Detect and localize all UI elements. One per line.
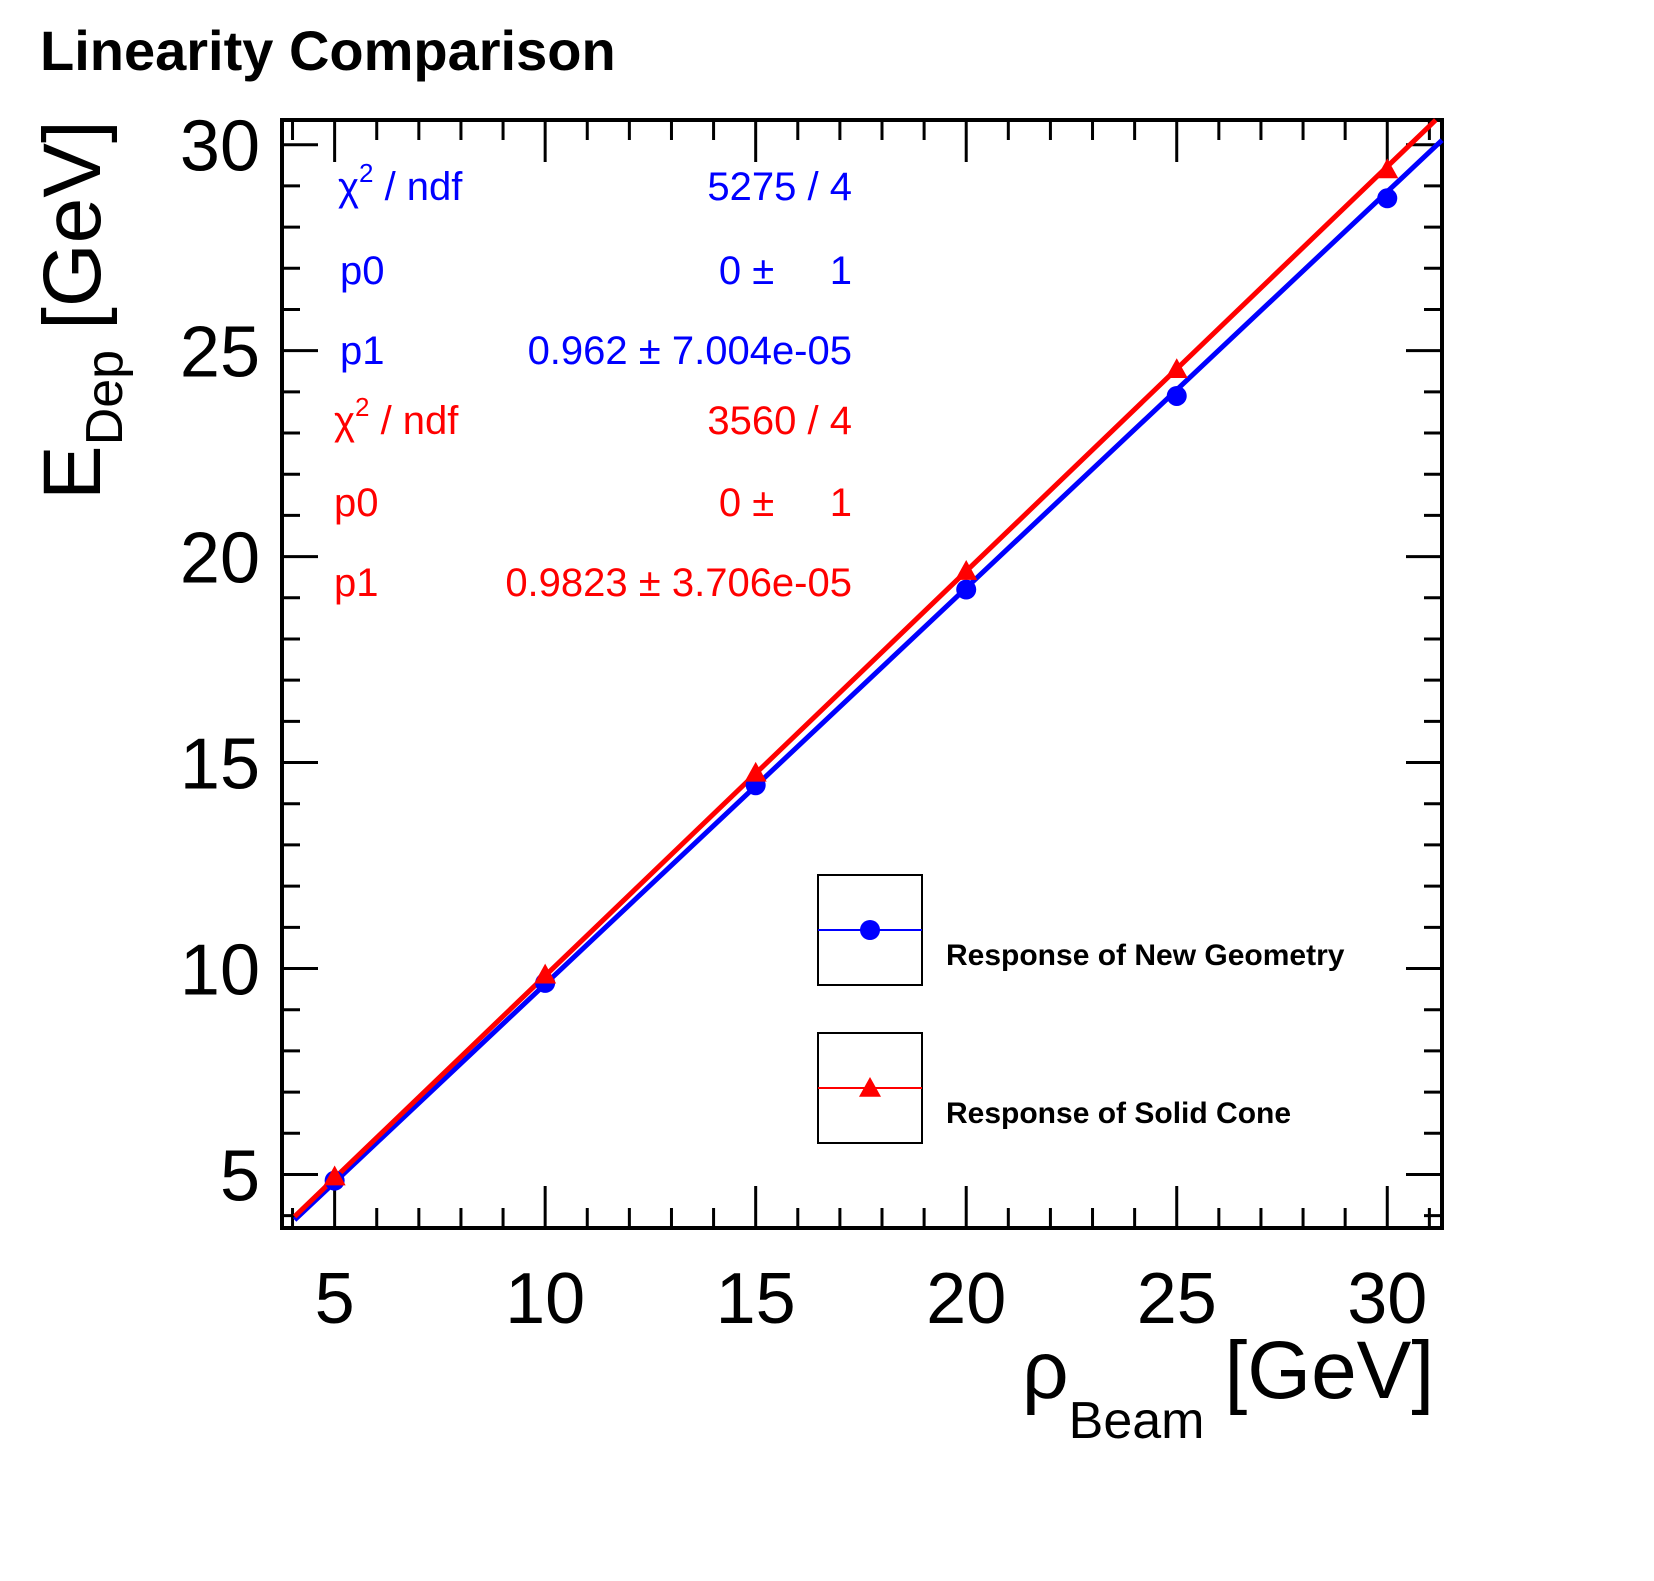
stat-label: χ2 / ndf (338, 158, 463, 209)
y-tick-label: 15 (180, 725, 260, 805)
stat-value: 3560 / 4 (707, 399, 852, 443)
x-axis-label: ρBeam [GeV] (1022, 1325, 1434, 1450)
data-point (1377, 188, 1398, 209)
stat-value: 5275 / 4 (707, 165, 852, 209)
y-tick-labels: 5 10 15 20 25 30 (180, 107, 260, 1217)
data-point (956, 579, 977, 600)
fit-line-1 (292, 138, 1444, 1222)
x-tick-label: 15 (716, 1259, 796, 1339)
stat-label: p1 (340, 329, 385, 373)
x-tick-labels: 5 10 15 20 25 30 (315, 1259, 1428, 1339)
x-axis-symbol: ρ (1022, 1325, 1069, 1416)
legend-marker (859, 1077, 881, 1097)
y-tick-label: 5 (220, 1136, 260, 1216)
stat-value: 0.9823 ± 3.706e-05 (505, 561, 852, 605)
chart-title: Linearity Comparison (40, 19, 616, 82)
x-axis-subscript: Beam (1069, 1392, 1205, 1450)
fit-statistics: χ2 / ndf 5275 / 4 p0 0 ± 1 p1 0.962 ± 7.004e-… (334, 158, 852, 605)
stat-label: p1 (334, 561, 379, 605)
stat-label: χ2 / ndf (334, 392, 459, 443)
data-point (1166, 385, 1187, 406)
axis-ticks (282, 120, 1442, 1228)
data-markers (323, 158, 1399, 1191)
data-point (955, 560, 978, 580)
plot-frame (280, 118, 1444, 1230)
y-axis-label: EDep [GeV] (27, 120, 134, 500)
fit-lines (292, 118, 1444, 1222)
y-axis-unit: [GeV] (27, 120, 118, 330)
stat-label: p0 (334, 481, 379, 525)
y-tick-label: 25 (180, 313, 260, 393)
stat-value: 0 ± 1 (719, 481, 852, 525)
y-tick-label: 30 (180, 107, 260, 187)
data-point (1376, 158, 1399, 179)
x-tick-label: 20 (926, 1259, 1006, 1339)
fit-line-2 (292, 118, 1438, 1219)
stat-value: 0.962 ± 7.004e-05 (528, 329, 852, 373)
stat-label: p0 (340, 249, 385, 293)
legend: Response of New Geometry Response of Soli… (817, 874, 1345, 1144)
data-point (744, 761, 767, 782)
data-point (534, 963, 557, 984)
data-point (1165, 358, 1188, 378)
legend-label: Response of New Geometry (946, 939, 1345, 972)
y-axis-symbol: E (27, 445, 118, 500)
x-tick-label: 10 (505, 1259, 585, 1339)
stat-value: 0 ± 1 (719, 249, 852, 293)
data-point (323, 1165, 346, 1186)
x-tick-label: 30 (1347, 1259, 1427, 1339)
x-axis-unit: [GeV] (1225, 1325, 1435, 1416)
y-tick-label: 20 (180, 519, 260, 599)
y-tick-label: 10 (180, 931, 260, 1011)
y-axis-subscript: Dep (76, 350, 134, 445)
x-tick-label: 25 (1137, 1259, 1217, 1339)
x-tick-label: 5 (315, 1259, 355, 1339)
legend-marker (860, 920, 880, 940)
legend-label: Response of Solid Cone (946, 1097, 1291, 1130)
